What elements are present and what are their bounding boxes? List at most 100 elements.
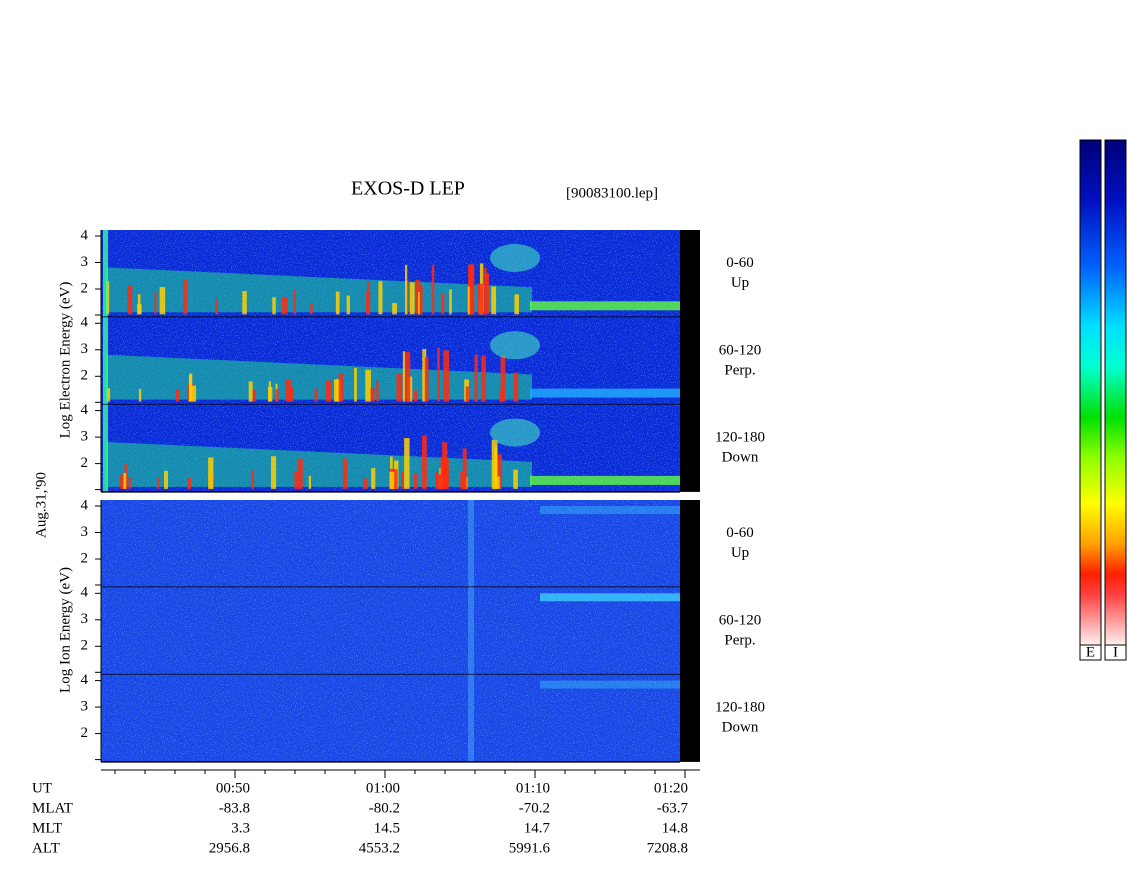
spectrogram-band [172,357,178,400]
row-value: 2956.8 [209,840,250,856]
spectrogram-burst [396,373,403,402]
spectrogram-band [304,451,310,487]
spectrogram-burst [437,347,440,402]
y-tick-label: 2 [81,550,89,566]
spectrogram-band [280,362,286,400]
spectrogram-band [262,274,268,313]
spectrogram-burst [190,385,197,402]
spectrogram-band [274,362,280,400]
spectrogram-burst [474,354,478,402]
spectrogram-band [322,452,328,487]
spectrogram-band [298,363,304,400]
spectrogram-burst [513,469,518,489]
spectrogram-band [322,277,328,313]
row-value: 5991.6 [509,840,551,856]
spectrogram-burst [419,285,423,315]
spectrogram-band [310,364,316,400]
spectrogram-band [190,271,196,313]
spectrogram-burst [338,373,344,402]
spectrogram-band [508,460,514,487]
spectrogram-burst [514,294,519,315]
spectrogram-band [322,364,328,400]
spectrogram-band [142,269,148,313]
spectrogram-band [250,361,256,400]
spectrogram-band [334,452,340,487]
row-value: 14.5 [374,820,400,836]
spectrogram-band [478,372,484,400]
spectrogram-band [250,448,256,487]
spectrogram-burst [422,349,427,402]
spectrogram-burst [393,469,398,489]
spectrogram-band [526,374,532,400]
y-tick-label: 2 [81,455,89,471]
spectrogram-band [166,444,172,487]
spectrogram-burst [500,355,506,402]
spectrogram-band [166,270,172,313]
spectrogram-band [436,282,442,313]
spectrogram-band [130,268,136,313]
spectrogram-burst [208,457,214,489]
spectrogram-burst [467,286,471,315]
spectrogram-band [376,454,382,487]
spectrogram-blob [490,244,540,272]
spectrogram-band [226,447,232,487]
spectrogram-burst [270,456,277,489]
y-tick-label: 2 [81,725,89,741]
spectrogram-burst [157,477,160,489]
spectrogram-band [346,365,352,400]
spectrogram-band [202,359,208,400]
y-tick-label: 3 [81,524,89,540]
spectrogram-band [160,444,166,487]
row-value: -63.7 [657,800,689,816]
spectrogram-band [316,277,322,313]
spectrogram-burst [481,355,486,402]
spectrogram-burst [187,478,192,489]
spectrogram-band [190,446,196,487]
spectrogram-burst [334,379,340,402]
panel-range: 0-60 [726,255,754,271]
row-label: MLAT [32,800,73,816]
spectrogram-burst [424,357,429,402]
spectrogram-burst [294,471,298,489]
spectrogram-band [508,286,514,313]
y-tick-label: 2 [81,368,89,384]
spectrogram-band [472,459,478,487]
spectrogram-burst [188,374,192,402]
spectrogram-burst [491,439,498,489]
spectrogram-band [412,281,418,313]
spectrogram-burst [285,379,292,402]
y-tick-label: 4 [81,585,89,601]
spectrogram-band [418,369,424,400]
ion-axis-title: Log Ion Energy (eV) [57,567,73,693]
spectrogram-band [382,367,388,400]
row-value: -70.2 [519,800,550,816]
spectrogram-band [136,268,142,313]
spectrogram-burst [465,386,469,402]
y-tick-label: 3 [81,699,89,715]
spectrogram-band [262,362,268,400]
spectrogram-burst [431,264,435,315]
panel-range: 120-180 [715,430,765,446]
row-value: 3.3 [231,820,250,836]
spectrogram-burst [409,282,415,315]
spectrogram-band [166,357,172,400]
y-tick-label: 2 [81,638,89,654]
spectrogram-band [202,271,208,313]
colorbar-label-box [1079,644,1102,661]
row-value: 14.7 [524,820,551,836]
spectrogram-band [232,273,238,313]
spectrogram-burst [460,471,466,489]
spectrogram-burst [310,303,313,315]
spectrogram-burst [128,477,131,489]
spectrogram-band [160,357,166,400]
spectrogram-band [112,442,118,487]
y-tick-label: 3 [81,254,89,270]
row-value: 01:20 [654,780,688,796]
spectrogram-band [340,278,346,313]
spectrogram-burst [137,294,141,315]
spectrogram-burst [175,389,180,402]
spectrogram-burst [405,264,408,315]
spectrogram-band [226,360,232,400]
spectrogram-streak [468,674,474,762]
